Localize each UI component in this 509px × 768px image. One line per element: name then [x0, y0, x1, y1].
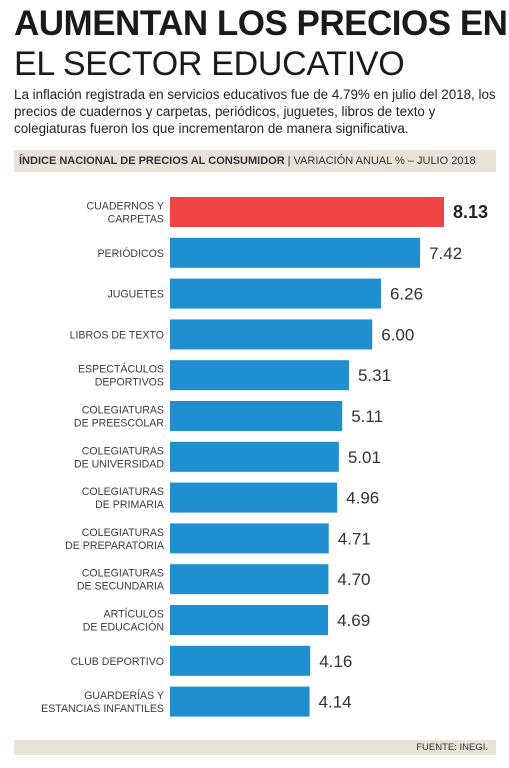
bar-6 — [170, 441, 339, 472]
bar-7 — [170, 482, 338, 513]
bar-5 — [170, 401, 343, 431]
category-label-8-0: COLEGIATURAS — [82, 527, 164, 539]
value-label-6: 5.01 — [348, 448, 381, 467]
category-label-5-0: COLEGIATURAS — [82, 405, 164, 417]
category-label-9-1: DE SECUNDARIA — [77, 581, 165, 593]
category-label-7-1: DE PRIMARIA — [95, 499, 165, 511]
category-label-9-0: COLEGIATURAS — [82, 568, 164, 580]
subtitle-measure: VARIACIÓN ANUAL % – JULIO 2018 — [293, 155, 476, 167]
value-label-9: 4.70 — [337, 570, 370, 589]
subtitle-index-name: ÍNDICE NACIONAL DE PRECIOS AL CONSUMIDOR — [19, 155, 285, 167]
source-band: FUENTE: INEGI. — [14, 740, 496, 755]
category-label-12-0: GUARDERÍAS Y — [84, 689, 164, 702]
category-label-6-1: DE UNIVERSIDAD — [74, 458, 164, 470]
bar-8 — [170, 523, 329, 554]
value-label-8: 4.71 — [338, 529, 371, 548]
category-label-8-1: DE PREPARATORIA — [65, 540, 165, 552]
intro-paragraph: La inflación registrada en servicios edu… — [14, 87, 496, 136]
category-label-4-1: DEPORTIVOS — [95, 377, 164, 389]
source-note: FUENTE: INEGI. — [416, 742, 488, 753]
bar-2 — [170, 278, 381, 309]
bar-4 — [170, 360, 349, 391]
category-label-3-0: LIBROS DE TEXTO — [70, 329, 164, 341]
bar-9 — [170, 564, 329, 595]
value-label-12: 4.14 — [319, 693, 352, 712]
bar-10 — [170, 605, 329, 635]
category-label-4-0: ESPECTÁCULOS — [78, 363, 164, 376]
category-label-0-0: CUADERNOS Y — [86, 201, 164, 213]
value-label-3: 6.00 — [381, 325, 414, 344]
category-label-2-0: JUGUETES — [107, 289, 164, 301]
category-label-10-0: ARTÍCULOS — [104, 608, 164, 621]
bar-11 — [170, 645, 311, 676]
category-label-10-1: DE EDUCACIÓN — [83, 621, 164, 634]
subtitle-separator: | — [287, 155, 291, 167]
value-label-7: 4.96 — [346, 489, 379, 508]
value-label-1: 7.42 — [429, 244, 462, 263]
category-label-12-1: ESTANCIAS INFANTILES — [41, 703, 164, 715]
bar-3 — [170, 319, 373, 350]
bar-0 — [170, 197, 444, 227]
bar-12 — [170, 686, 310, 717]
value-label-11: 4.16 — [319, 652, 352, 671]
value-label-0: 8.13 — [453, 202, 488, 222]
category-label-6-0: COLEGIATURAS — [82, 445, 164, 457]
chart-title-line2: EL SECTOR EDUCATIVO — [14, 45, 405, 83]
category-label-5-1: DE PREESCOLAR — [74, 418, 164, 430]
bar-1 — [170, 237, 421, 268]
value-label-5: 5.11 — [351, 407, 383, 426]
chart-subtitle-band: ÍNDICE NACIONAL DE PRECIOS AL CONSUMIDOR… — [14, 150, 496, 172]
category-label-11-0: CLUB DEPORTIVO — [71, 656, 164, 668]
value-label-10: 4.69 — [337, 611, 370, 630]
category-label-1-0: PERIÓDICOS — [97, 247, 164, 260]
chart-title-line1: AUMENTAN LOS PRECIOS EN — [14, 4, 508, 43]
category-label-0-1: CARPETAS — [108, 214, 164, 226]
value-label-2: 6.26 — [390, 285, 423, 304]
category-label-7-0: COLEGIATURAS — [82, 486, 164, 498]
value-label-4: 5.31 — [358, 366, 391, 385]
